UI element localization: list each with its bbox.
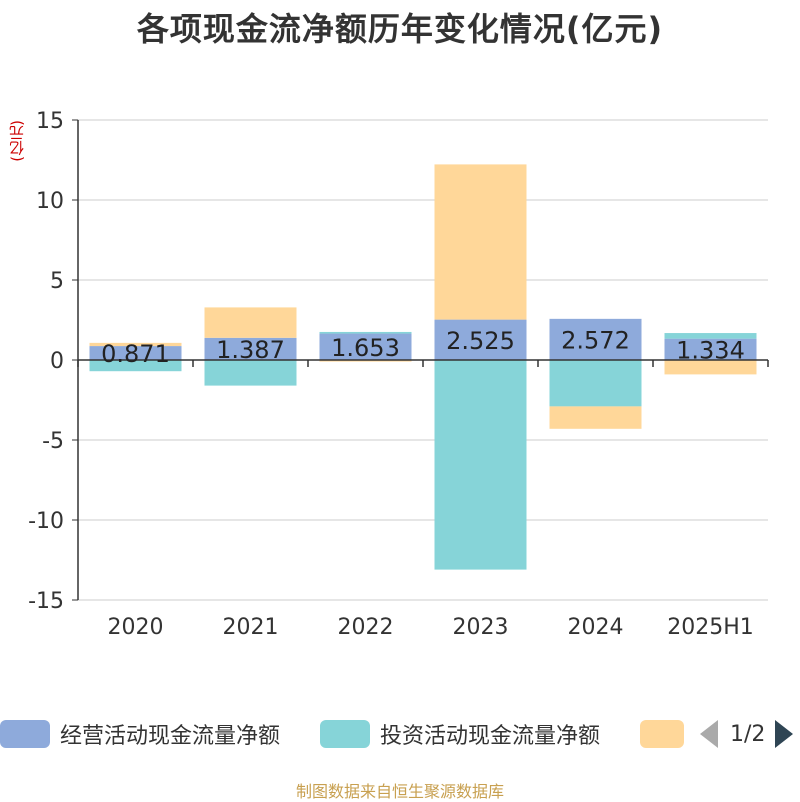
bar-series-1: [434, 360, 527, 570]
bar-series-2: [204, 307, 297, 338]
legend-label-investing: 投资活动现金流量净额: [380, 724, 601, 749]
legend-swatch-investing: [320, 720, 370, 748]
bar-series-2: [434, 164, 527, 320]
legend-pager: 1/2: [700, 716, 794, 752]
legend-item-investing[interactable]: 投资活动现金流量净额: [320, 716, 600, 752]
bar-series-1: [89, 360, 182, 372]
y-tick-label: 15: [36, 109, 64, 134]
bar-series-0: [549, 318, 642, 360]
data-label: 1.653: [331, 334, 400, 362]
data-label: 1.387: [216, 336, 285, 364]
legend-item-third[interactable]: [640, 716, 684, 752]
legend-swatch-operating: [0, 720, 50, 748]
x-tick-label: 2024: [568, 615, 624, 640]
x-tick-label: 2023: [453, 615, 509, 640]
bar-series-0: [204, 337, 297, 360]
bar-series-1: [664, 333, 757, 339]
legend-next-arrow-icon[interactable]: [775, 720, 794, 748]
data-label: 2.572: [561, 326, 630, 354]
data-label: 0.871: [101, 340, 170, 368]
y-tick-label: -10: [28, 509, 64, 534]
chart-plot: 15 10 5 0 -5 -10 -15 2020 2021 2022 2023 2024 2025H1…: [28, 109, 769, 640]
data-label: 1.334: [676, 336, 745, 364]
legend-swatch-third: [640, 720, 684, 748]
bar-series-2: [89, 342, 182, 347]
bar-series-0: [319, 333, 412, 360]
x-tick-label: 2020: [108, 615, 164, 640]
bar-series-2: [549, 406, 642, 429]
bar-series-0: [434, 319, 527, 360]
y-tick-label: 5: [50, 269, 64, 294]
legend-page-indicator: 1/2: [730, 721, 766, 747]
y-tick-label: -15: [28, 589, 64, 614]
y-tick-label: 10: [36, 189, 64, 214]
y-tick-label: 0: [50, 349, 64, 374]
bar-series-2: [319, 360, 412, 362]
bar-series-1: [549, 360, 642, 407]
bar-series-1: [319, 331, 412, 334]
bar-series-0: [89, 346, 182, 360]
legend-prev-arrow-icon[interactable]: [700, 720, 718, 748]
chart-title: 各项现金流净额历年变化情况(亿元): [136, 10, 664, 48]
x-tick-label: 2025H1: [667, 615, 754, 640]
x-tick-label: 2021: [223, 615, 279, 640]
data-label: 2.525: [446, 327, 515, 355]
legend-item-operating[interactable]: 经营活动现金流量净额: [0, 716, 280, 752]
legend: 经营活动现金流量净额 投资活动现金流量净额 1/2: [0, 716, 800, 752]
legend-label-operating: 经营活动现金流量净额: [60, 724, 281, 749]
bar-series-1: [204, 360, 297, 386]
x-tick-label: 2022: [338, 615, 394, 640]
y-tick-label: -5: [42, 429, 64, 454]
bar-series-0: [664, 338, 757, 360]
data-source-note: 制图数据来自恒生聚源数据库: [295, 782, 504, 801]
bar-series-2: [664, 360, 757, 375]
